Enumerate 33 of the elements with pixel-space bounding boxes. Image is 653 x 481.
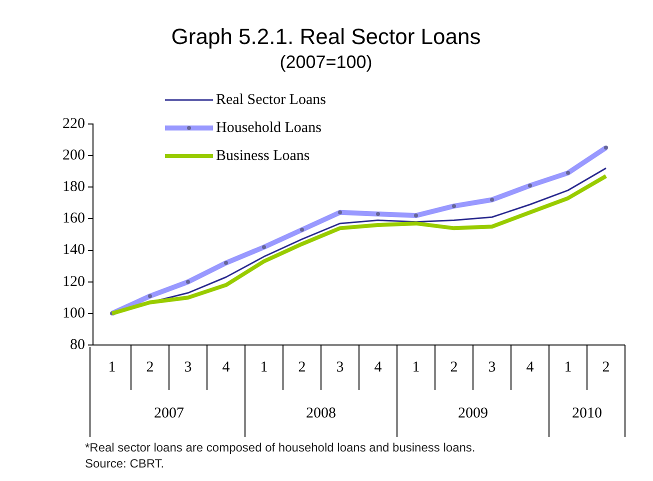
- y-tick-label: 200: [62, 148, 85, 164]
- text: 2009: [458, 405, 488, 422]
- y-tick-label: 140: [62, 242, 85, 258]
- x-tick-label: 4: [222, 359, 230, 376]
- x-tick-label: 1: [412, 359, 420, 376]
- chart-subtitle: (2007=100): [280, 52, 372, 72]
- y-tick-label: 180: [62, 179, 85, 196]
- x-tick-label: 3: [488, 359, 496, 376]
- legend-label: Business Loans: [216, 148, 310, 164]
- text: 2007: [154, 405, 184, 422]
- legend-label: Household Loans: [216, 120, 322, 136]
- text: *Real sector loans are composed of household loans and business loans.: [85, 440, 476, 454]
- y-tick-label: 220: [62, 116, 85, 132]
- x-tick-label: 4: [526, 359, 534, 376]
- x-tick-label: 2: [146, 359, 154, 376]
- x-tick-label: 1: [564, 359, 572, 376]
- y-tick-label: 80: [70, 336, 85, 353]
- source-note: Source: CBRT.: [85, 456, 164, 470]
- x-tick-label: 3: [184, 359, 192, 376]
- legend-label: Real Sector Loans: [216, 92, 326, 108]
- x-tick-label: 2: [450, 359, 458, 376]
- x-tick-label: 1: [260, 359, 268, 376]
- text: 2008: [306, 405, 336, 422]
- x-tick-label: 1: [108, 359, 116, 376]
- y-tick-label: 160: [62, 210, 85, 227]
- x-tick-label: 2: [602, 359, 610, 376]
- text: 2010: [572, 405, 602, 422]
- x-tick-label: 2: [298, 359, 306, 376]
- chart-title: Graph 5.2.1. Real Sector Loans: [171, 24, 481, 50]
- y-tick-label: 120: [62, 274, 85, 290]
- x-tick-label: 4: [374, 359, 382, 376]
- y-tick-label: 100: [62, 305, 85, 322]
- x-tick-label: 3: [336, 359, 344, 376]
